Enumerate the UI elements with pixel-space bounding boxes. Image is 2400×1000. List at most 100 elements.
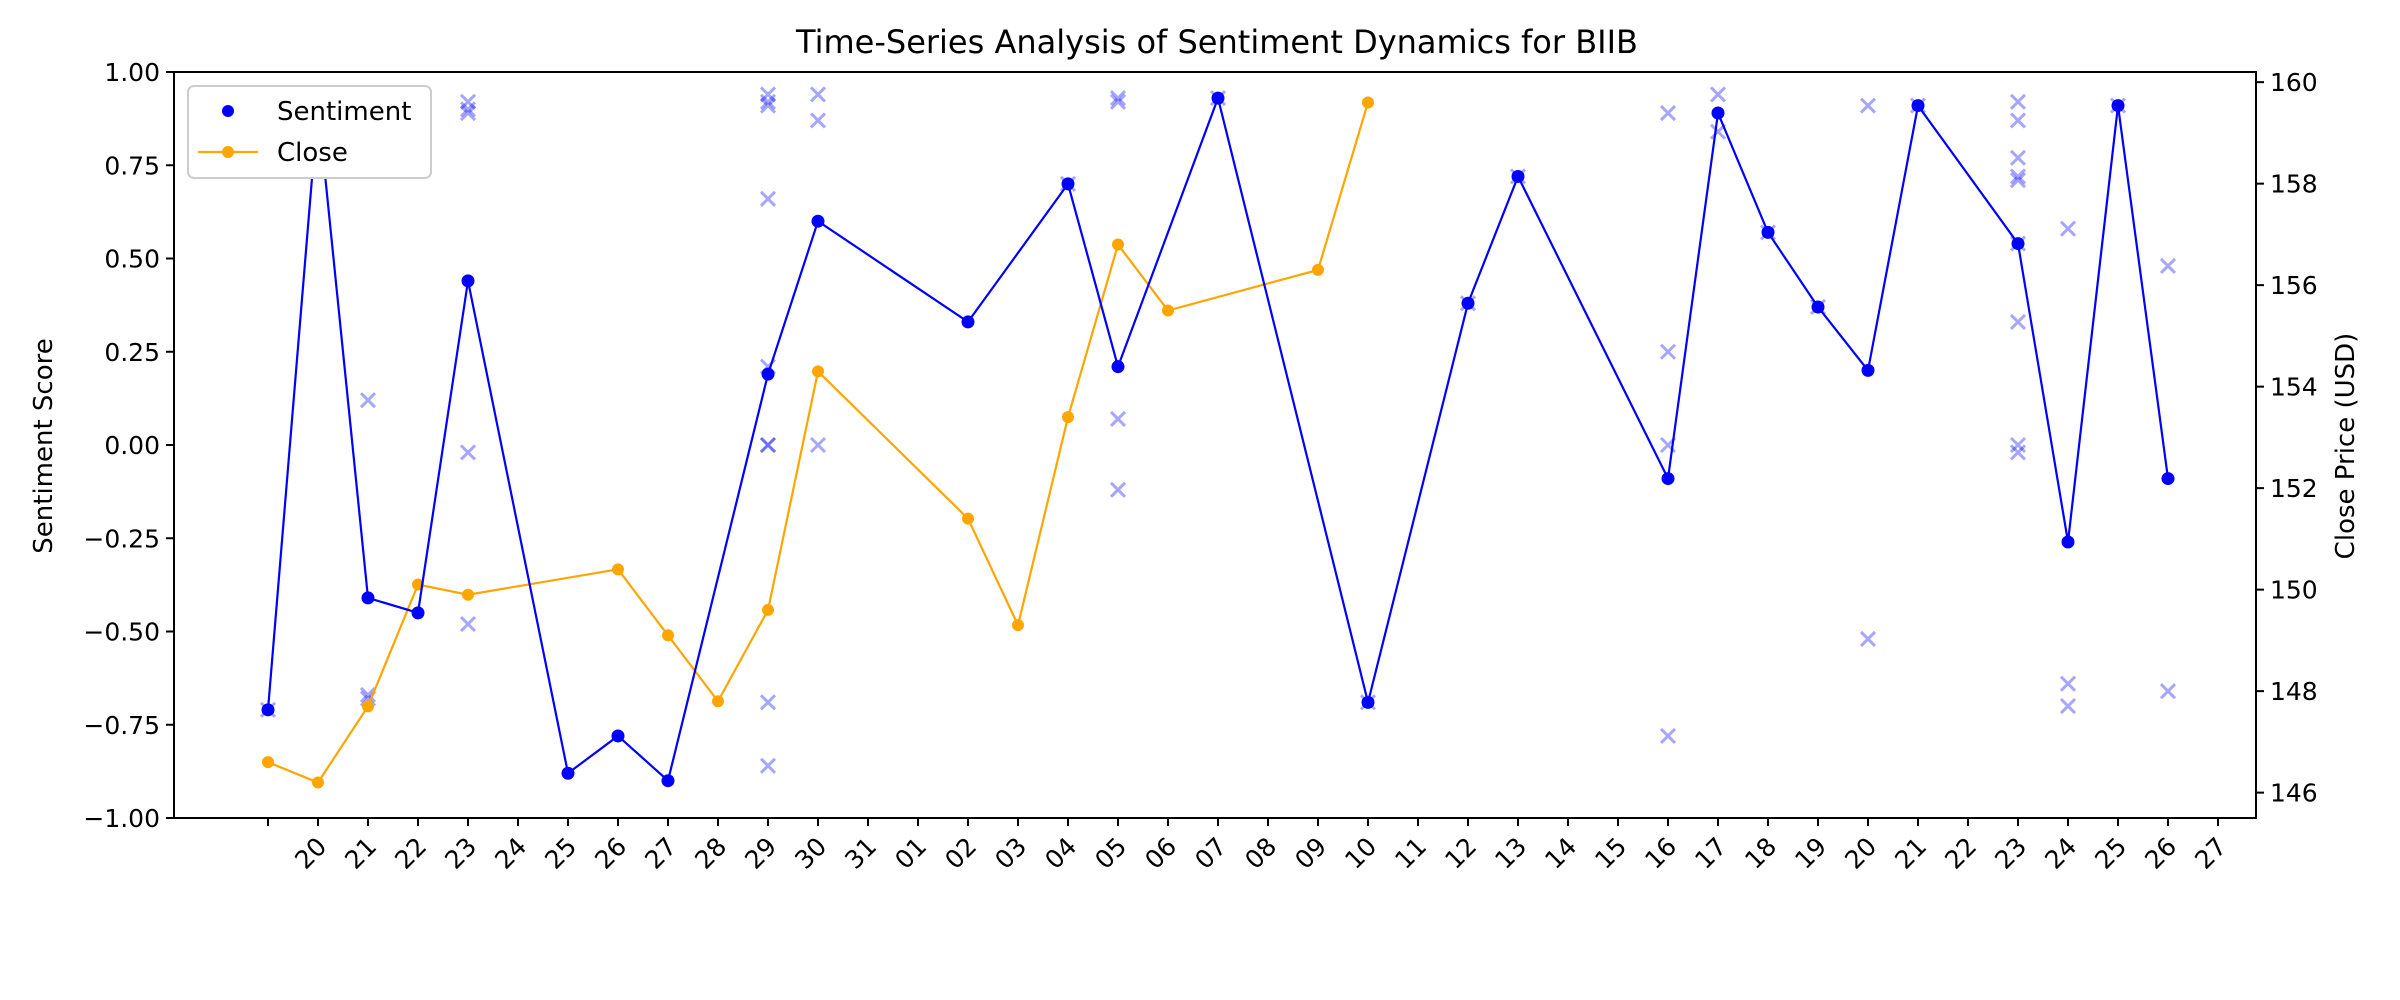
raw-sentiment-point xyxy=(759,436,777,454)
sentiment-point xyxy=(2111,99,2125,113)
y2-tick-label: 156 xyxy=(2270,271,2318,300)
sentiment-point xyxy=(2061,535,2075,549)
sentiment-point xyxy=(411,606,425,620)
sentiment-point xyxy=(661,774,675,788)
x-tick-label: 21 xyxy=(1889,832,1932,875)
sentiment-point xyxy=(1811,300,1825,314)
x-tick-label: 09 xyxy=(1289,832,1332,875)
x-tick-label: 20 xyxy=(289,832,332,875)
legend-sentiment-marker xyxy=(222,105,234,117)
sentiment-line xyxy=(266,94,2170,783)
raw-sentiment-point xyxy=(459,104,477,122)
raw-sentiment-point xyxy=(2059,698,2077,715)
close-point xyxy=(1362,96,1374,109)
raw-sentiment-point xyxy=(1659,727,1677,745)
x-tick-label: 23 xyxy=(439,832,482,875)
sentiment-point xyxy=(2011,237,2025,251)
sentiment-point xyxy=(611,729,625,743)
close-point xyxy=(362,700,374,713)
x-tick-label: 25 xyxy=(2089,832,2132,875)
x-tick-label: 07 xyxy=(1189,832,1232,875)
x-tick-label: 27 xyxy=(2189,832,2232,875)
close-point xyxy=(1312,263,1324,276)
raw-sentiment-point xyxy=(809,86,827,103)
close-point xyxy=(1162,304,1174,317)
sentiment-point xyxy=(361,591,375,605)
raw-sentiment-point xyxy=(459,615,477,633)
close-line xyxy=(267,102,1370,784)
raw-sentiment-point xyxy=(359,686,377,703)
raw-sentiment-point xyxy=(759,757,777,774)
sentiment-point xyxy=(1711,106,1725,120)
raw-sentiment-point xyxy=(2059,220,2077,237)
x-tick-label: 14 xyxy=(1539,832,1582,875)
raw-sentiment-point xyxy=(809,436,827,454)
x-tick-label: 22 xyxy=(1939,832,1982,875)
x-tick-label: 26 xyxy=(589,832,632,875)
y-tick-label: 0.00 xyxy=(104,431,160,460)
x-tick-label: 23 xyxy=(1989,832,2032,875)
raw-sentiment-point xyxy=(759,93,777,110)
raw-sentiment-point xyxy=(1109,410,1127,427)
x-tick-label: 25 xyxy=(539,832,582,875)
sentiment-point xyxy=(1211,91,1225,105)
y-tick-label: 0.75 xyxy=(104,151,160,180)
x-tick-label: 13 xyxy=(1489,832,1532,875)
chart-title: Time-Series Analysis of Sentiment Dynami… xyxy=(795,23,1638,61)
legend: Sentiment Close xyxy=(187,85,432,179)
sentiment-point xyxy=(1661,472,1675,486)
axes-layer: −1.00 −0.75 −0.50 −0.25 0.00 0.25 0.50 0.75 1.00… xyxy=(83,58,2317,875)
raw-sentiment-point xyxy=(1659,104,1677,122)
legend-close-label: Close xyxy=(277,138,348,168)
plot-frame xyxy=(173,71,2257,819)
y-tick-label: −1.00 xyxy=(83,804,160,833)
x-tick-label: 05 xyxy=(1089,832,1132,875)
x-tick-label: 19 xyxy=(1789,832,1832,875)
x-tick-label: 04 xyxy=(1039,832,1082,875)
x-tick-label: 16 xyxy=(1639,832,1682,875)
y2-tick-label: 154 xyxy=(2270,373,2318,402)
x-tick-label: 24 xyxy=(489,832,532,875)
raw-sentiment-point xyxy=(2009,168,2027,185)
raw-sentiment-point xyxy=(809,112,827,129)
x-tick-label: 24 xyxy=(2039,832,2082,875)
y-axis-label: Sentiment Score xyxy=(29,338,59,553)
raw-sentiment-point xyxy=(759,86,777,103)
x-tick-label: 15 xyxy=(1589,832,1632,875)
y-tick-label: 0.25 xyxy=(104,338,160,367)
y2-tick-label: 150 xyxy=(2270,576,2318,605)
raw-sentiment-point xyxy=(359,392,377,409)
raw-sentiment-point xyxy=(2009,93,2027,110)
raw-sentiment-point xyxy=(1859,97,1877,114)
sentiment-point xyxy=(1861,363,1875,377)
y2-tick-label: 158 xyxy=(2270,170,2318,199)
sentiment-point xyxy=(1761,225,1775,239)
close-point xyxy=(462,588,474,601)
x-tick-label: 17 xyxy=(1689,832,1732,875)
raw-sentiment-point xyxy=(2159,683,2177,700)
x-tick-label: 02 xyxy=(939,832,982,875)
raw-sentiment-point xyxy=(759,190,777,207)
close-point xyxy=(262,756,274,769)
raw-sentiment-point xyxy=(1109,481,1127,498)
x-tick-label: 08 xyxy=(1239,832,1282,875)
x-tick-label: 03 xyxy=(989,832,1032,875)
raw-sentiment-point xyxy=(1659,343,1677,360)
close-point xyxy=(1012,619,1024,632)
y-tick-label: −0.25 xyxy=(83,524,160,553)
sentiment-series xyxy=(261,91,2175,788)
x-tick-label: 26 xyxy=(2139,832,2182,875)
x-tick-label: 31 xyxy=(839,832,882,875)
sentiment-point xyxy=(1061,177,1075,191)
raw-sentiment-point xyxy=(2159,257,2177,275)
raw-sentiment-point xyxy=(2009,172,2027,189)
raw-sentiment-point xyxy=(459,93,477,110)
close-point xyxy=(962,512,974,525)
sentiment-point xyxy=(2161,472,2175,486)
sentiment-point xyxy=(1461,296,1475,310)
raw-sentiment-point xyxy=(459,444,477,461)
x-tick-label: 27 xyxy=(639,832,682,875)
close-point xyxy=(1062,411,1074,424)
